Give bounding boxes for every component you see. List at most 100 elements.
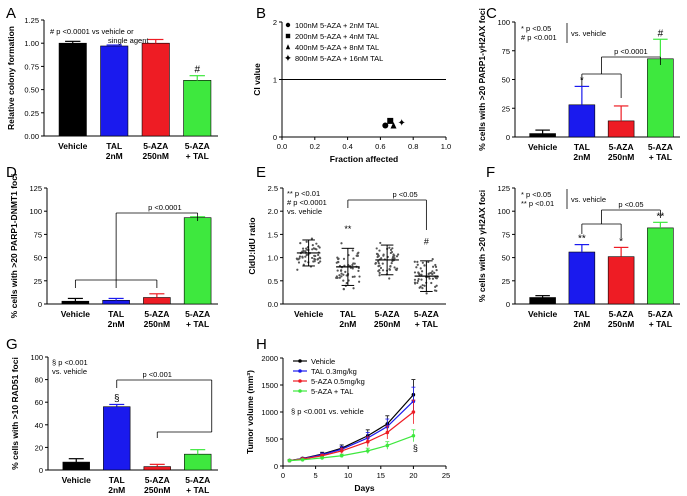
annotation: vs. vehicle <box>52 367 87 376</box>
category-label: Vehicle <box>58 141 88 151</box>
data-point <box>355 254 358 257</box>
data-point <box>356 252 359 255</box>
data-point <box>319 257 322 260</box>
panel-letter: C <box>486 5 497 22</box>
data-point <box>310 256 314 260</box>
data-point <box>420 278 423 281</box>
bar <box>143 466 171 471</box>
data-point <box>340 272 343 275</box>
y-tick-label: 75 <box>502 230 510 239</box>
y-tick-label: 1.25 <box>24 16 39 25</box>
y-tick-label: 75 <box>502 47 510 56</box>
y-tick-label: 1.00 <box>24 39 39 48</box>
data-point <box>413 260 416 263</box>
category-label: TAL <box>574 142 590 152</box>
panel-letter: D <box>6 164 17 181</box>
data-point <box>377 262 380 265</box>
y-axis-label: % cells with >20 γH2AX foci <box>477 190 487 302</box>
category-label: 2nM <box>339 319 356 329</box>
x-tick-label: 1.0 <box>441 142 451 151</box>
data-point <box>313 257 316 260</box>
annotation: single agent <box>108 36 149 45</box>
data-point <box>305 253 308 257</box>
data-point <box>416 281 419 285</box>
category-label: Vehicle <box>528 309 558 319</box>
data-point <box>433 271 436 275</box>
legend-marker <box>298 379 302 383</box>
data-point <box>298 255 302 258</box>
data-point <box>385 430 390 435</box>
bar <box>568 251 596 305</box>
y-tick-label: 0 <box>506 133 510 142</box>
x-tick-label: 15 <box>377 471 385 480</box>
significance-mark: * <box>619 236 623 247</box>
data-point <box>418 286 421 289</box>
category-label: 5-AZA <box>648 309 673 319</box>
bar <box>183 80 212 137</box>
bar <box>647 227 674 305</box>
category-label: 5-AZA <box>414 309 439 319</box>
data-point <box>353 262 356 265</box>
category-label: 2nM <box>106 151 123 161</box>
y-tick-label: 1.0 <box>268 254 278 263</box>
bar <box>529 133 556 138</box>
data-point <box>340 242 343 245</box>
data-point <box>381 269 385 272</box>
y-tick-label: 40 <box>35 421 43 430</box>
legend-marker <box>298 389 302 393</box>
x-tick-label: 0.8 <box>408 142 418 151</box>
bracket-label: p <0.001 <box>143 370 172 379</box>
y-tick-label: 100 <box>497 18 510 27</box>
category-label: 250nM <box>608 319 634 329</box>
annotation: vs. vehicle <box>571 29 606 38</box>
data-point <box>336 276 339 279</box>
y-axis-label: Relative colony formation <box>6 26 16 130</box>
legend-marker <box>285 22 291 28</box>
x-tick-label: 0.0 <box>277 142 287 151</box>
y-tick-label: 60 <box>35 398 43 407</box>
legend-marker: ✦ <box>284 54 292 65</box>
category-label: 250nM <box>143 151 169 161</box>
data-point <box>375 247 378 250</box>
data-point <box>381 262 384 265</box>
data-point <box>420 273 423 276</box>
x-axis-label: Days <box>354 483 375 493</box>
data-point <box>317 261 320 265</box>
data-point <box>433 289 437 292</box>
category-label: Vehicle <box>61 309 91 319</box>
data-point <box>429 271 433 275</box>
data-point <box>395 255 399 258</box>
annotation: * p <0.05 <box>521 190 551 199</box>
y-tick-label: 50 <box>502 76 510 85</box>
data-point <box>365 449 370 453</box>
data-point <box>316 257 320 261</box>
data-point <box>417 279 420 283</box>
x-tick-label: 20 <box>409 471 417 480</box>
data-point <box>358 275 361 278</box>
data-point <box>427 260 430 264</box>
data-point <box>357 269 360 272</box>
category-label: Vehicle <box>294 309 324 319</box>
data-point <box>305 240 308 243</box>
panel-letter: F <box>486 164 495 181</box>
legend-label: 200nM 5-AZA + 4nM TAL <box>295 32 379 41</box>
category-label: 5-AZA <box>648 142 673 152</box>
data-point <box>340 269 343 272</box>
data-point <box>305 247 308 250</box>
data-point <box>317 253 320 257</box>
data-point <box>313 260 316 263</box>
bar <box>607 120 635 138</box>
category-label: 2nM <box>108 485 125 495</box>
significance-mark: # <box>194 65 200 76</box>
data-point <box>342 279 345 282</box>
data-point <box>430 281 433 285</box>
x-tick-label: 5 <box>314 471 318 480</box>
category-label: 5-AZA <box>185 309 210 319</box>
data-point <box>378 274 381 277</box>
data-point <box>353 275 356 278</box>
legend-label: Vehicle <box>311 357 335 366</box>
data-point <box>301 255 304 258</box>
category-label: 5-AZA <box>609 309 634 319</box>
data-point <box>352 257 355 260</box>
y-axis-label: CldU:IdU ratio <box>247 217 257 274</box>
